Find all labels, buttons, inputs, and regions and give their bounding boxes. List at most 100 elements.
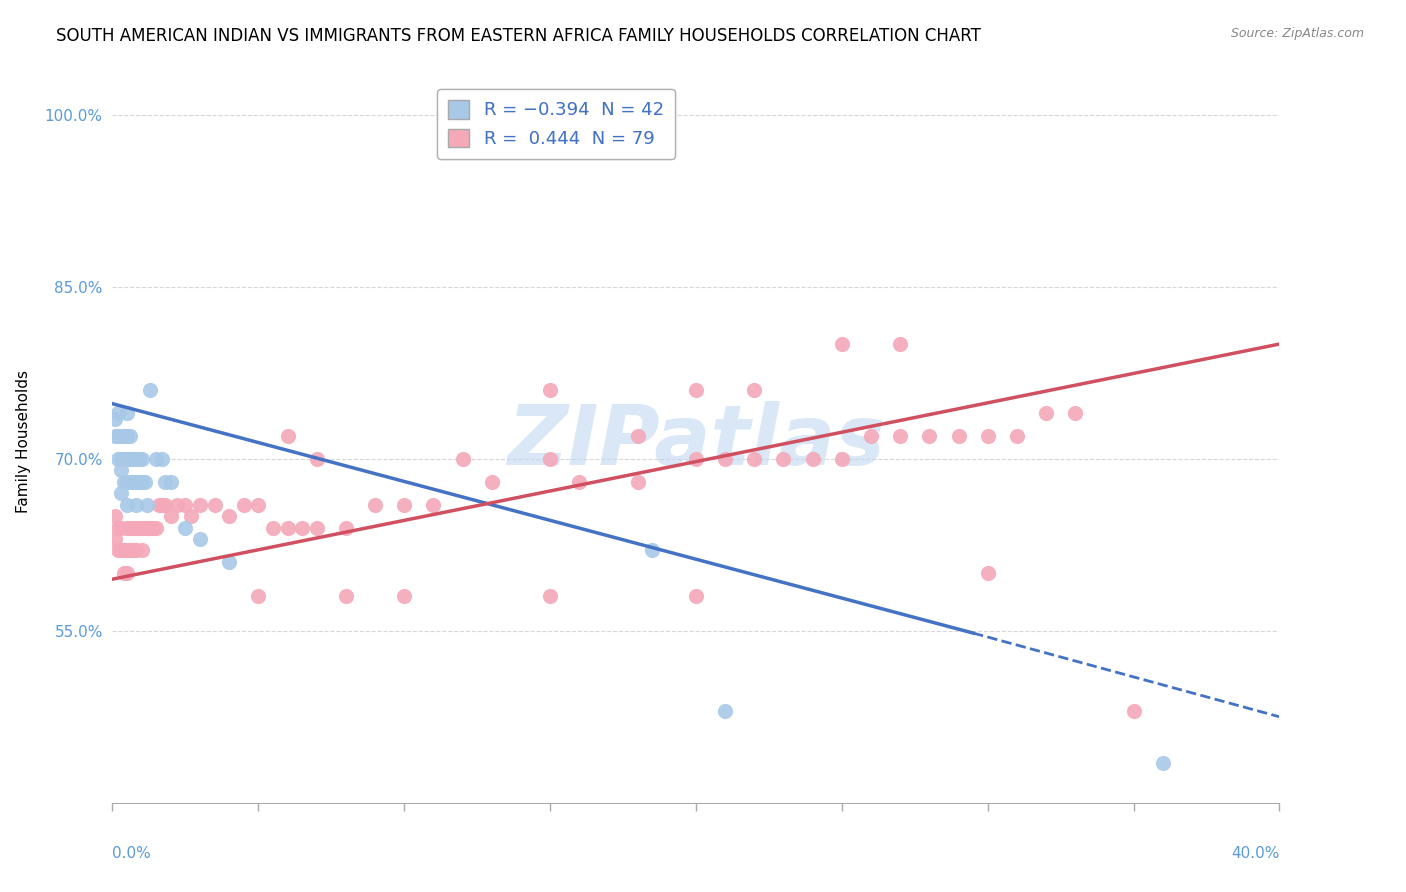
Point <box>335 590 357 604</box>
Point <box>122 543 145 558</box>
Point <box>976 429 998 443</box>
Point <box>115 406 138 420</box>
Point <box>174 498 197 512</box>
Point <box>685 451 707 466</box>
Point <box>831 337 853 351</box>
Point <box>801 451 824 466</box>
Point <box>174 520 197 534</box>
Point <box>150 498 173 512</box>
Legend: R = −0.394  N = 42, R =  0.444  N = 79: R = −0.394 N = 42, R = 0.444 N = 79 <box>437 89 675 159</box>
Point <box>131 451 153 466</box>
Point <box>685 590 707 604</box>
Point <box>538 451 561 466</box>
Point <box>538 383 561 397</box>
Point <box>131 543 153 558</box>
Point <box>112 475 135 489</box>
Point <box>218 555 240 569</box>
Point <box>685 383 707 397</box>
Point <box>1035 406 1057 420</box>
Point <box>107 520 129 534</box>
Point <box>122 451 145 466</box>
Point <box>115 451 138 466</box>
Point <box>110 463 132 477</box>
Point <box>112 451 135 466</box>
Point <box>125 451 148 466</box>
Point <box>104 411 127 425</box>
Point <box>247 498 270 512</box>
Point <box>104 429 127 443</box>
Point <box>1064 406 1087 420</box>
Point <box>831 451 853 466</box>
Point <box>889 337 911 351</box>
Point <box>104 532 127 546</box>
Point <box>136 498 159 512</box>
Text: Source: ZipAtlas.com: Source: ZipAtlas.com <box>1230 27 1364 40</box>
Point <box>188 498 211 512</box>
Text: ZIPatlas: ZIPatlas <box>508 401 884 482</box>
Point <box>422 498 444 512</box>
Point <box>145 451 167 466</box>
Y-axis label: Family Households: Family Households <box>15 370 31 513</box>
Point <box>107 543 129 558</box>
Point <box>110 486 132 500</box>
Point <box>394 590 416 604</box>
Point <box>115 498 138 512</box>
Point <box>110 520 132 534</box>
Point <box>125 475 148 489</box>
Point <box>394 498 416 512</box>
Point <box>976 566 998 581</box>
Point <box>112 566 135 581</box>
Point <box>118 475 141 489</box>
Point <box>948 429 970 443</box>
Text: 0.0%: 0.0% <box>112 847 152 861</box>
Point <box>860 429 883 443</box>
Point <box>160 475 183 489</box>
Point <box>110 429 132 443</box>
Point <box>1152 756 1174 770</box>
Point <box>118 543 141 558</box>
Point <box>142 520 165 534</box>
Point <box>104 509 127 524</box>
Point <box>136 520 159 534</box>
Point <box>481 475 503 489</box>
Point <box>139 520 162 534</box>
Point <box>115 566 138 581</box>
Point <box>122 475 145 489</box>
Point <box>118 451 141 466</box>
Point <box>125 520 148 534</box>
Point <box>742 451 765 466</box>
Point <box>918 429 941 443</box>
Text: 40.0%: 40.0% <box>1232 847 1279 861</box>
Point <box>118 520 141 534</box>
Point <box>118 429 141 443</box>
Point <box>1122 704 1144 718</box>
Point <box>772 451 794 466</box>
Point <box>204 498 226 512</box>
Point <box>627 429 650 443</box>
Point <box>180 509 202 524</box>
Point <box>125 543 148 558</box>
Point <box>291 520 314 534</box>
Point <box>1005 429 1028 443</box>
Point <box>115 543 138 558</box>
Point <box>128 475 150 489</box>
Point <box>110 451 132 466</box>
Point <box>335 520 357 534</box>
Point <box>115 429 138 443</box>
Point <box>714 451 737 466</box>
Point <box>134 520 156 534</box>
Point <box>714 704 737 718</box>
Point <box>889 429 911 443</box>
Point <box>538 590 561 604</box>
Point <box>305 451 328 466</box>
Point <box>148 498 170 512</box>
Point <box>131 520 153 534</box>
Point <box>128 451 150 466</box>
Point <box>128 520 150 534</box>
Point <box>134 475 156 489</box>
Point <box>247 590 270 604</box>
Point <box>276 520 298 534</box>
Point <box>115 475 138 489</box>
Point <box>125 498 148 512</box>
Point <box>107 429 129 443</box>
